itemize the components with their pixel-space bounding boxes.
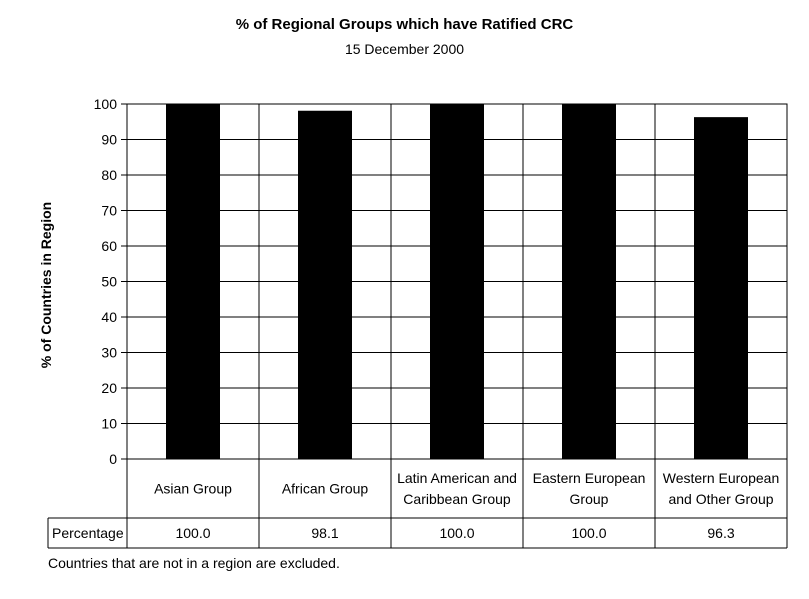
y-tick-label: 100 bbox=[94, 96, 118, 112]
y-tick-label: 10 bbox=[101, 416, 117, 432]
footnote: Countries that are not in a region are e… bbox=[48, 555, 340, 571]
y-tick-label: 30 bbox=[101, 345, 117, 361]
bar bbox=[166, 104, 220, 459]
category-label: Western European bbox=[663, 470, 779, 486]
category-label: and Other Group bbox=[668, 491, 773, 507]
table-value: 100.0 bbox=[439, 525, 474, 541]
y-tick-label: 50 bbox=[101, 274, 117, 290]
bar bbox=[694, 117, 748, 459]
y-tick-label: 70 bbox=[101, 203, 117, 219]
y-tick-label: 80 bbox=[101, 167, 117, 183]
y-tick-label: 20 bbox=[101, 380, 117, 396]
table-value: 100.0 bbox=[571, 525, 606, 541]
table-value: 98.1 bbox=[311, 525, 338, 541]
category-label: Group bbox=[570, 491, 609, 507]
table-value: 96.3 bbox=[707, 525, 734, 541]
category-label: Caribbean Group bbox=[403, 491, 511, 507]
chart-title: % of Regional Groups which have Ratified… bbox=[235, 16, 574, 33]
category-label: Asian Group bbox=[154, 481, 232, 497]
chart-subtitle: 15 December 2000 bbox=[344, 41, 465, 57]
bar bbox=[562, 104, 616, 459]
y-tick-label: 90 bbox=[101, 132, 117, 148]
category-label: African Group bbox=[282, 481, 369, 497]
bar bbox=[430, 104, 484, 459]
bar bbox=[298, 110, 352, 460]
table-value: 100.0 bbox=[175, 525, 210, 541]
table-row-label: Percentage bbox=[52, 525, 124, 541]
category-label: Eastern European bbox=[533, 470, 646, 486]
y-tick-label: 0 bbox=[109, 451, 117, 467]
y-tick-label: 60 bbox=[101, 238, 117, 254]
category-label: Latin American and bbox=[397, 470, 517, 486]
y-tick-label: 40 bbox=[101, 309, 117, 325]
